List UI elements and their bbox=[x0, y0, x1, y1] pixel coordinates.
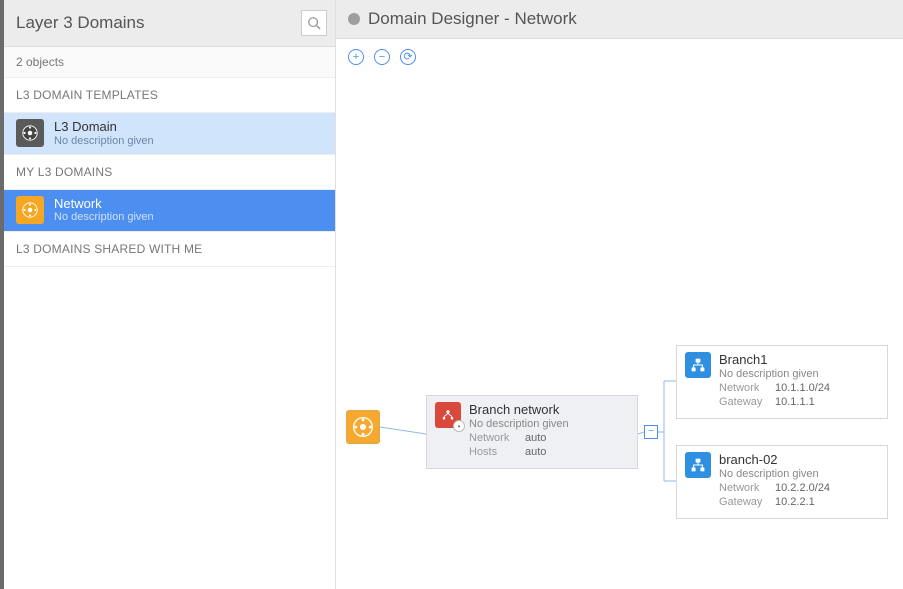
sidebar-item-desc: No description given bbox=[54, 211, 154, 224]
row-value: auto bbox=[525, 446, 546, 460]
section-templates: L3 DOMAIN TEMPLATES bbox=[4, 78, 335, 113]
toolbar-refresh-button[interactable]: ⟳ bbox=[400, 49, 416, 65]
hub-icon bbox=[21, 124, 39, 142]
search-button[interactable] bbox=[301, 10, 327, 36]
node-header: branch-02 No description given Network 10… bbox=[685, 452, 877, 510]
collapse-children-button[interactable]: − bbox=[644, 425, 658, 439]
node-texts: Branch network No description given Netw… bbox=[469, 402, 569, 460]
row-key: Gateway bbox=[719, 496, 765, 510]
section-my-domains: MY L3 DOMAINS bbox=[4, 155, 335, 190]
row-key: Network bbox=[469, 432, 515, 446]
sidebar-item-texts: Network No description given bbox=[54, 196, 154, 225]
node-row: Gateway 10.2.2.1 bbox=[719, 496, 830, 510]
sidebar-title: Layer 3 Domains bbox=[16, 13, 145, 33]
node-row: Gateway 10.1.1.1 bbox=[719, 396, 830, 410]
node-desc: No description given bbox=[719, 468, 830, 482]
sidebar-item-label: L3 Domain bbox=[54, 119, 154, 135]
designer-canvas[interactable]: • Branch network No description given Ne… bbox=[336, 75, 903, 589]
node-texts: branch-02 No description given Network 10… bbox=[719, 452, 830, 510]
node-header: • Branch network No description given Ne… bbox=[435, 402, 627, 460]
hub-icon bbox=[21, 201, 39, 219]
node-desc: No description given bbox=[469, 418, 569, 432]
row-value: auto bbox=[525, 432, 546, 446]
row-key: Network bbox=[719, 382, 765, 396]
row-key: Network bbox=[719, 482, 765, 496]
row-value: 10.1.1.0/24 bbox=[775, 382, 830, 396]
node-desc: No description given bbox=[719, 368, 830, 382]
hub-icon bbox=[352, 416, 374, 438]
domain-template-icon bbox=[16, 119, 44, 147]
search-icon bbox=[307, 16, 321, 30]
row-value: 10.1.1.1 bbox=[775, 396, 815, 410]
sidebar-item-label: Network bbox=[54, 196, 154, 212]
node-row: Network 10.2.2.0/24 bbox=[719, 482, 830, 496]
subnet-icon bbox=[685, 352, 711, 378]
subnet-node-branch02[interactable]: branch-02 No description given Network 10… bbox=[676, 445, 888, 519]
main-panel: Domain Designer - Network + − ⟳ • bbox=[336, 0, 903, 589]
node-title: Branch network bbox=[469, 402, 569, 418]
row-value: 10.2.2.1 bbox=[775, 496, 815, 510]
subnet-node-branch1[interactable]: Branch1 No description given Network 10.1… bbox=[676, 345, 888, 419]
row-key: Hosts bbox=[469, 446, 515, 460]
sidebar-item-desc: No description given bbox=[54, 135, 154, 148]
section-shared: L3 DOMAINS SHARED WITH ME bbox=[4, 232, 335, 267]
zone-glyph-icon bbox=[440, 407, 456, 423]
designer-toolbar: + − ⟳ bbox=[336, 39, 903, 75]
root-domain-node[interactable] bbox=[346, 410, 380, 444]
node-header: Branch1 No description given Network 10.1… bbox=[685, 352, 877, 410]
domain-network-icon bbox=[16, 196, 44, 224]
sidebar-item-network[interactable]: Network No description given bbox=[4, 190, 335, 232]
node-row: Hosts auto bbox=[469, 446, 569, 460]
sidebar-item-texts: L3 Domain No description given bbox=[54, 119, 154, 148]
sidebar-header: Layer 3 Domains bbox=[4, 0, 335, 47]
toolbar-add-button[interactable]: + bbox=[348, 49, 364, 65]
status-dot-icon bbox=[348, 13, 360, 25]
row-key: Gateway bbox=[719, 396, 765, 410]
node-title: Branch1 bbox=[719, 352, 830, 368]
zone-node-branch-network[interactable]: • Branch network No description given Ne… bbox=[426, 395, 638, 469]
sidebar-item-l3-domain-template[interactable]: L3 Domain No description given bbox=[4, 113, 335, 155]
network-glyph-icon bbox=[690, 457, 706, 473]
zone-badge-icon: • bbox=[453, 420, 465, 432]
subnet-icon bbox=[685, 452, 711, 478]
row-value: 10.2.2.0/24 bbox=[775, 482, 830, 496]
node-row: Network 10.1.1.0/24 bbox=[719, 382, 830, 396]
node-texts: Branch1 No description given Network 10.1… bbox=[719, 352, 830, 410]
object-count: 2 objects bbox=[4, 47, 335, 78]
designer-title: Domain Designer - Network bbox=[368, 9, 577, 29]
designer-header: Domain Designer - Network bbox=[336, 0, 903, 39]
network-glyph-icon bbox=[690, 357, 706, 373]
toolbar-remove-button[interactable]: − bbox=[374, 49, 390, 65]
zone-icon: • bbox=[435, 402, 461, 428]
node-title: branch-02 bbox=[719, 452, 830, 468]
node-row: Network auto bbox=[469, 432, 569, 446]
sidebar: Layer 3 Domains 2 objects L3 DOMAIN TEMP… bbox=[4, 0, 336, 589]
